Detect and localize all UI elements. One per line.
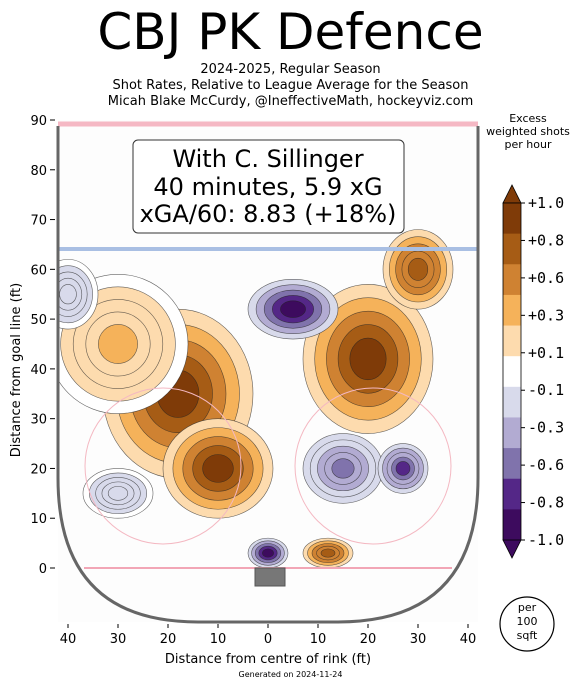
colorbar-title: Excess weighted shots per hour <box>478 112 578 151</box>
goal-net <box>254 567 286 587</box>
per-area-badge-line: 100 <box>517 615 538 628</box>
heatmap-region <box>262 548 274 558</box>
info-box-toi: 40 minutes, 5.9 xG <box>153 173 382 201</box>
colorbar-max-arrow <box>502 184 522 204</box>
colorbar-segment <box>503 356 521 388</box>
x-tick-label: 20 <box>160 632 177 647</box>
colorbar-segment <box>503 233 521 265</box>
colorbar-label: -1.0 <box>528 531 564 549</box>
per-area-badge-line: per <box>518 601 537 614</box>
y-tick-label: 30 <box>30 413 47 428</box>
colorbar-title-line: weighted shots <box>486 125 570 138</box>
info-box-player: With C. Sillinger <box>172 145 363 173</box>
rink-boards <box>56 126 480 624</box>
y-axis-label: Distance from goal line (ft) <box>9 283 24 457</box>
x-tick-label: 40 <box>460 632 477 647</box>
y-tick-label: 90 <box>30 114 47 129</box>
x-tick-label: 10 <box>310 632 327 647</box>
y-tick-label: 50 <box>30 313 47 328</box>
colorbar-segment <box>503 325 521 357</box>
y-tick-label: 60 <box>30 263 47 278</box>
y-tick-label: 40 <box>30 363 47 378</box>
heatmap-region <box>331 458 355 479</box>
info-box <box>132 139 405 234</box>
heatmap-region <box>349 337 387 381</box>
colorbar-title-line: per hour <box>504 138 552 151</box>
heatmap-layer <box>58 229 454 569</box>
y-tick-label: 80 <box>30 164 47 179</box>
heatmap-region <box>407 257 429 281</box>
colorbar-label: -0.6 <box>528 456 564 474</box>
colorbar-label: -0.3 <box>528 419 564 437</box>
heatmap-region <box>320 548 336 558</box>
colorbar: +1.0 +0.8 +0.6 +0.3 +0.1 -0.1 -0.3 -0.6 -0.8 -1.0 <box>502 184 564 559</box>
colorbar-label: +1.0 <box>528 194 564 212</box>
generated-footer: Generated on 2024-11-24 <box>238 670 343 679</box>
colorbar-label: +0.3 <box>528 306 564 324</box>
page-title: CBJ PK Defence <box>97 3 484 61</box>
colorbar-segment <box>503 417 521 449</box>
right-faceoff-circle <box>294 387 452 545</box>
colorbar-segment <box>503 509 521 541</box>
colorbar-label: +0.8 <box>528 231 564 249</box>
colorbar-segment <box>503 478 521 510</box>
per-area-badge <box>499 596 555 652</box>
colorbar-segment <box>503 386 521 418</box>
colorbar-segment <box>503 448 521 480</box>
left-faceoff-circle <box>84 387 242 545</box>
y-tick-label: 10 <box>30 512 47 527</box>
heatmap-region <box>98 324 138 364</box>
colorbar-segment <box>503 203 521 235</box>
x-tick-label: 10 <box>210 632 227 647</box>
heatmap-region <box>280 300 306 318</box>
colorbar-segment <box>503 294 521 327</box>
colorbar-frame <box>502 202 522 541</box>
heatmap-region <box>395 461 411 476</box>
colorbar-min-arrow <box>502 539 522 559</box>
colorbar-label: -0.1 <box>528 381 564 399</box>
y-tick-label: 20 <box>30 462 47 477</box>
x-tick-label: 20 <box>360 632 377 647</box>
colorbar-label: -0.8 <box>528 494 564 512</box>
y-tick-label: 0 <box>39 562 47 577</box>
subtitle-season: 2024-2025, Regular Season <box>200 62 381 77</box>
heatmap-region <box>202 454 234 483</box>
y-tick-label: 70 <box>30 214 47 229</box>
x-tick-label: 40 <box>60 632 77 647</box>
heatmap-region <box>107 486 129 501</box>
x-tick-label: 30 <box>110 632 127 647</box>
x-axis-label: Distance from centre of rink (ft) <box>165 652 371 667</box>
axes: 40 30 20 10 0 10 20 30 40 0 10 20 30 40 50 60 70 80 90 <box>30 114 476 647</box>
info-box-xga: xGA/60: 8.83 (+18%) <box>140 200 397 228</box>
x-tick-label: 0 <box>264 632 272 647</box>
colorbar-segment <box>503 264 521 296</box>
colorbar-label: +0.6 <box>528 269 564 287</box>
subtitle-description: Shot Rates, Relative to League Average f… <box>112 78 469 93</box>
per-area-badge-line: sqft <box>517 629 538 642</box>
colorbar-title-line: Excess <box>509 112 547 125</box>
subtitle-author: Micah Blake McCurdy, @IneffectiveMath, h… <box>107 94 474 109</box>
colorbar-label: +0.1 <box>528 344 564 362</box>
heatmap-region <box>59 284 77 305</box>
x-tick-label: 30 <box>410 632 427 647</box>
